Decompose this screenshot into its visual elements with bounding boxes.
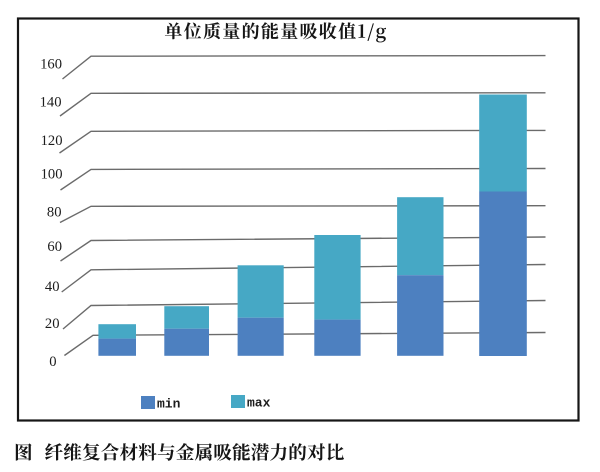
svg-text:40: 40 [45,279,60,295]
svg-text:min: min [157,397,181,412]
svg-text:20: 20 [45,316,60,332]
svg-text:140: 140 [40,95,62,111]
svg-text:60: 60 [47,239,62,255]
svg-text:160: 160 [40,56,62,72]
svg-text:0: 0 [49,354,56,370]
svg-text:80: 80 [47,205,62,221]
svg-text:120: 120 [41,133,63,149]
svg-text:100: 100 [41,167,63,183]
svg-text:max: max [247,396,271,411]
